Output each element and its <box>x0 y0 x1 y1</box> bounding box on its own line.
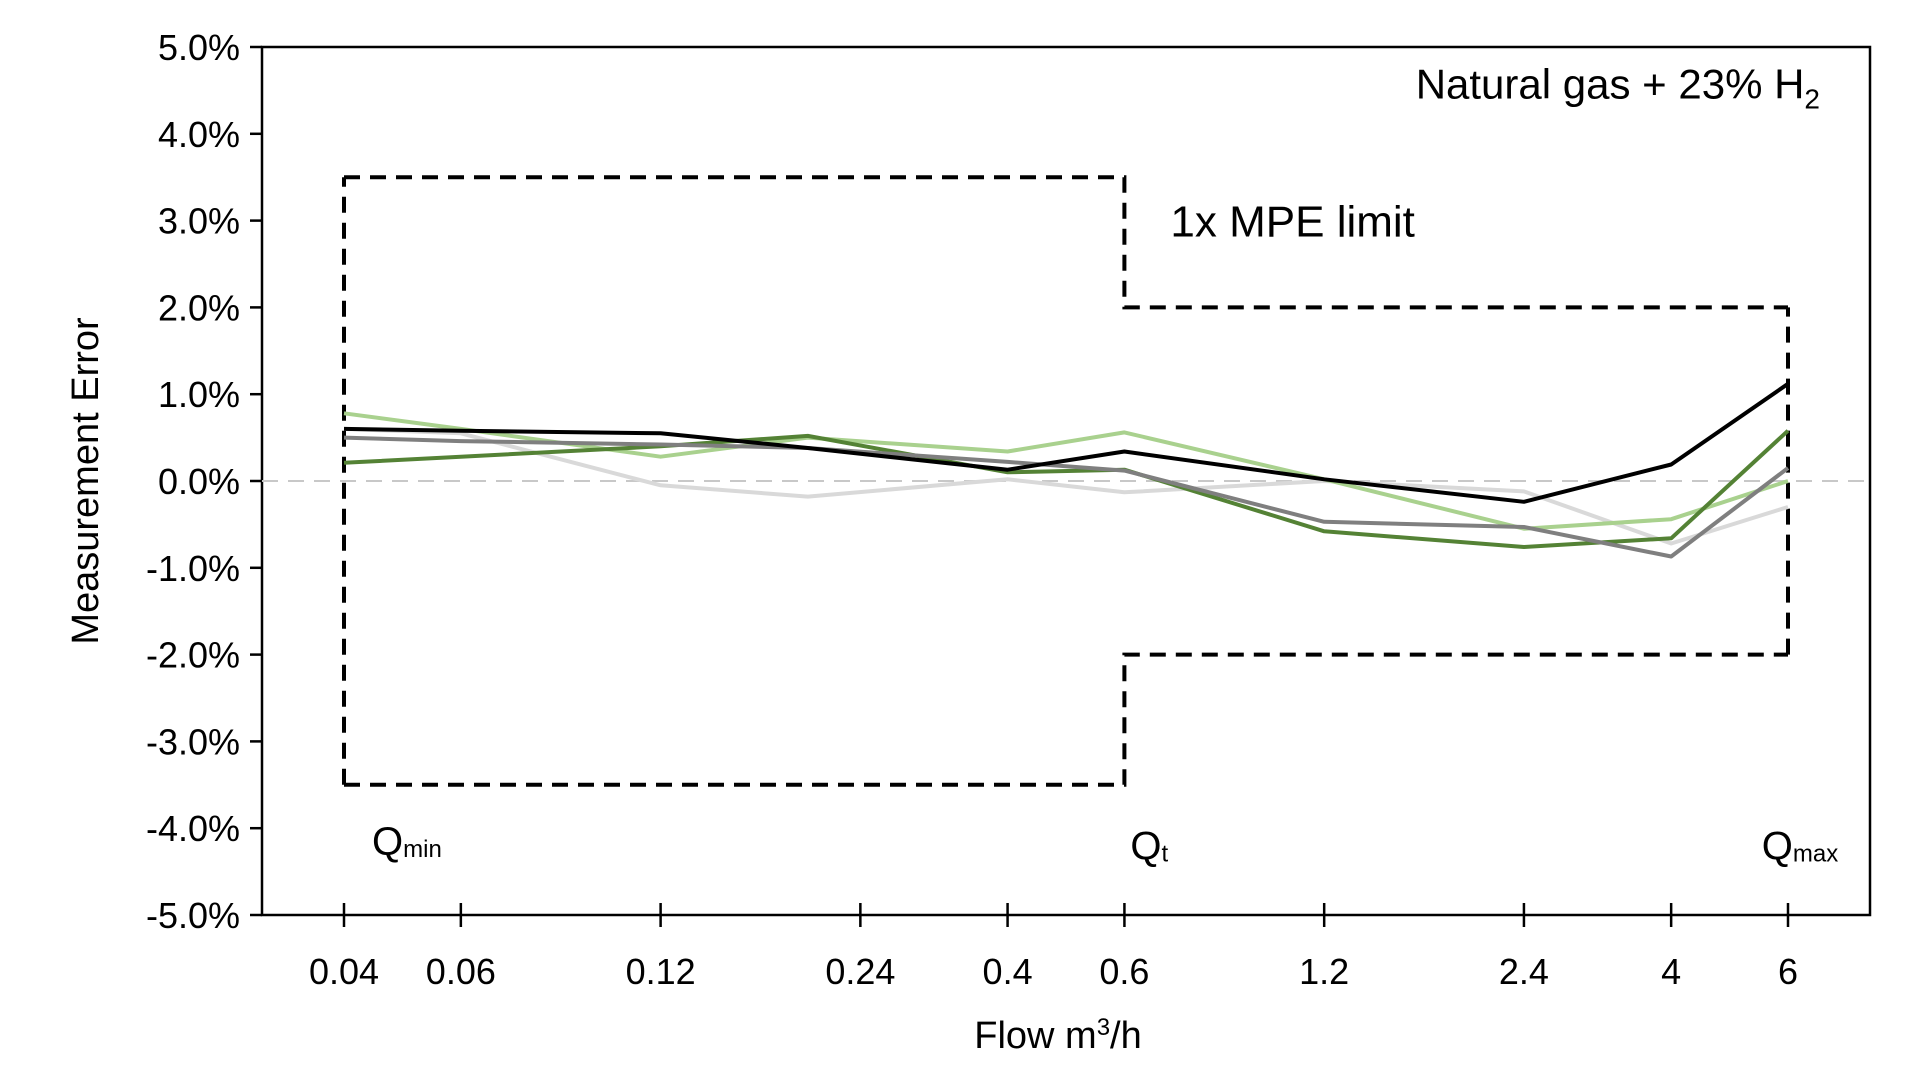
x-axis-title-text: Flow m <box>974 1015 1096 1057</box>
y-axis-title: Measurement Error <box>65 317 107 645</box>
y-tick-label: 0.0% <box>158 461 240 502</box>
x-axis-ticks: 0.04 0.06 0.12 0.24 0.4 0.6 1.2 2.4 4 6 <box>309 903 1798 992</box>
annotation-gas-main: Natural gas + 23% H <box>1416 60 1805 107</box>
x-tick-label: 6 <box>1778 951 1798 992</box>
annotation-gas: Natural gas + 23% H2 <box>1416 60 1820 114</box>
annotation-gas-sub: 2 <box>1804 83 1820 114</box>
mpe-limit-envelope <box>342 175 1790 787</box>
annotation-qmax-sub: max <box>1793 841 1838 868</box>
x-axis-title-superscript: 3 <box>1097 1014 1110 1041</box>
y-tick-label: -5.0% <box>146 895 240 936</box>
mpe-limit-lower <box>344 652 1788 787</box>
y-tick-label: 2.0% <box>158 287 240 328</box>
y-tick-label: -4.0% <box>146 808 240 849</box>
x-tick-label: 1.2 <box>1299 951 1349 992</box>
y-tick-label: -1.0% <box>146 548 240 589</box>
y-tick-label: 1.0% <box>158 374 240 415</box>
mpe-limit-upper <box>344 175 1788 310</box>
annotation-qmax: Qmax <box>1762 825 1838 869</box>
y-tick-label: 5.0% <box>158 27 240 68</box>
x-tick-label: 2.4 <box>1499 951 1549 992</box>
y-tick-label: 4.0% <box>158 114 240 155</box>
annotation-qmax-main: Q <box>1762 825 1793 869</box>
x-axis-title: Flow m3/h <box>974 1014 1142 1058</box>
x-axis-title-unit: /h <box>1110 1015 1142 1057</box>
series-line-5 <box>343 382 1790 504</box>
y-tick-label: 3.0% <box>158 201 240 242</box>
y-axis-ticks: 5.0% 4.0% 3.0% 2.0% 1.0% 0.0% -1.0% -2.0% -3.0% -… <box>146 27 262 936</box>
x-tick-label: 4 <box>1661 951 1681 992</box>
series-line-4 <box>343 435 1790 559</box>
axes: 5.0% 4.0% 3.0% 2.0% 1.0% 0.0% -1.0% -2.0% -3.0% -… <box>146 27 1872 992</box>
y-tick-label: -3.0% <box>146 721 240 762</box>
x-tick-label: 0.04 <box>309 951 379 992</box>
x-tick-label: 0.12 <box>626 951 696 992</box>
annotation-qt-sub: t <box>1162 841 1169 868</box>
x-tick-label: 0.6 <box>1099 951 1149 992</box>
annotation-qt: Qt <box>1130 825 1168 869</box>
annotation-qmin: Qmin <box>372 820 442 864</box>
annotation-qmin-main: Q <box>372 820 403 864</box>
y-tick-label: -2.0% <box>146 635 240 676</box>
x-tick-label: 0.4 <box>983 951 1033 992</box>
mpe-limit-label: 1x MPE limit <box>1170 198 1414 247</box>
series-line-1 <box>343 426 1789 546</box>
annotation-qt-main: Q <box>1130 825 1161 869</box>
x-tick-label: 0.06 <box>426 951 496 992</box>
data-series <box>343 382 1790 559</box>
annotation-qmin-sub: min <box>403 836 442 863</box>
x-tick-label: 0.24 <box>825 951 895 992</box>
